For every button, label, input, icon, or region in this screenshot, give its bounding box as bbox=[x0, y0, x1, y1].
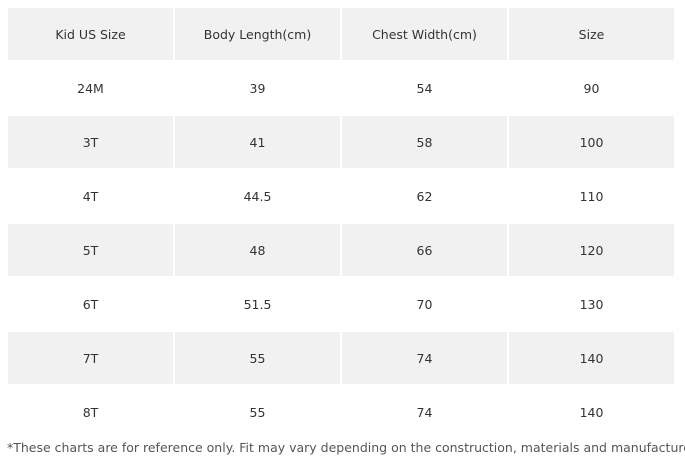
cell: 7T bbox=[8, 332, 173, 384]
footnote: *These charts are for reference only. Fi… bbox=[7, 440, 685, 455]
cell: 66 bbox=[342, 224, 507, 276]
cell: 39 bbox=[249, 80, 266, 96]
cell: 130 bbox=[579, 296, 604, 312]
table-row: 5T 48 66 120 bbox=[8, 224, 674, 276]
cell: 44.5 bbox=[243, 188, 272, 204]
cell: 90 bbox=[583, 80, 600, 96]
cell: 74 bbox=[416, 404, 433, 420]
cell: 62 bbox=[416, 188, 433, 204]
cell: 48 bbox=[175, 224, 340, 276]
cell: 4T bbox=[82, 188, 99, 204]
table-row: 7T 55 74 140 bbox=[8, 332, 674, 384]
cell: 140 bbox=[579, 404, 604, 420]
cell: 8T bbox=[82, 404, 99, 420]
table-row: 3T 41 58 100 bbox=[8, 116, 674, 168]
cell: 58 bbox=[342, 116, 507, 168]
cell: 140 bbox=[509, 332, 674, 384]
cell: 120 bbox=[509, 224, 674, 276]
cell: 5T bbox=[8, 224, 173, 276]
header-cell: Size bbox=[509, 8, 674, 60]
table-row: 8T 55 74 140 bbox=[8, 386, 674, 438]
table-row: 4T 44.5 62 110 bbox=[8, 170, 674, 222]
cell: 51.5 bbox=[243, 296, 272, 312]
cell: 100 bbox=[509, 116, 674, 168]
cell: 55 bbox=[249, 404, 266, 420]
cell: 6T bbox=[82, 296, 99, 312]
cell: 55 bbox=[175, 332, 340, 384]
cell: 54 bbox=[416, 80, 433, 96]
cell: 70 bbox=[416, 296, 433, 312]
cell: 74 bbox=[342, 332, 507, 384]
cell: 24M bbox=[77, 80, 104, 96]
cell: 3T bbox=[8, 116, 173, 168]
table-row: 6T 51.5 70 130 bbox=[8, 278, 674, 330]
table-row: 24M 39 54 90 bbox=[8, 62, 674, 114]
cell: 41 bbox=[175, 116, 340, 168]
header-cell: Body Length(cm) bbox=[175, 8, 340, 60]
header-cell: Kid US Size bbox=[8, 8, 173, 60]
cell: 110 bbox=[579, 188, 604, 204]
header-cell: Chest Width(cm) bbox=[342, 8, 507, 60]
size-table: Kid US Size Body Length(cm) Chest Width(cm… bbox=[6, 6, 676, 440]
header-row: Kid US Size Body Length(cm) Chest Width(cm… bbox=[8, 8, 674, 60]
